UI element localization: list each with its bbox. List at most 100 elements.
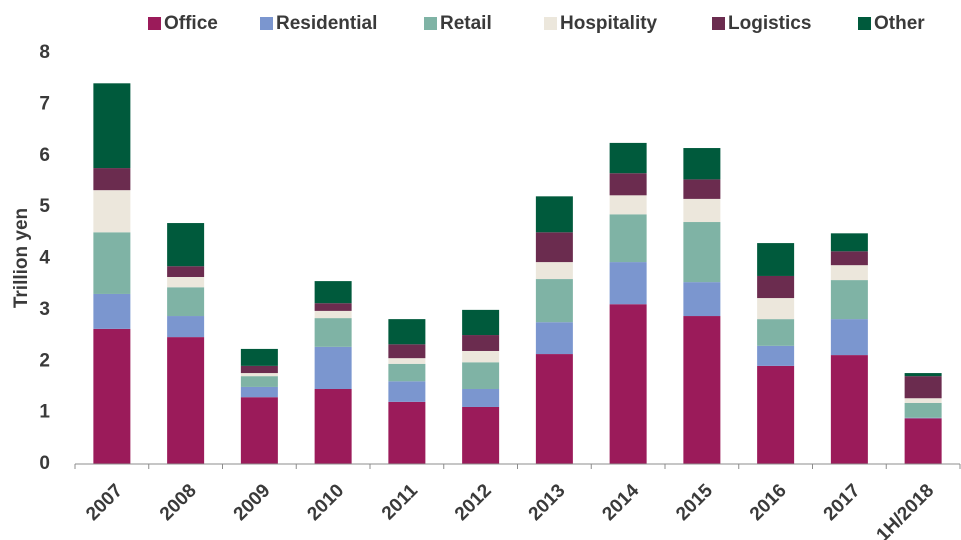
legend-label: Logistics xyxy=(728,13,811,34)
bar-segment xyxy=(93,328,131,464)
bar-segment xyxy=(683,222,721,283)
bar-segment xyxy=(757,275,795,299)
bar-segment xyxy=(314,318,352,347)
bar-segment xyxy=(314,388,352,464)
legend-swatch xyxy=(858,17,871,30)
bar-segment xyxy=(904,398,942,403)
x-tick-label: 2008 xyxy=(156,480,201,525)
x-tick-label: 2014 xyxy=(598,480,643,525)
x-tick-label: 2012 xyxy=(451,480,496,525)
bar-segment xyxy=(609,262,647,305)
y-tick-label: 7 xyxy=(39,93,50,114)
bar-segment xyxy=(683,148,721,180)
bar-segment xyxy=(609,142,647,174)
legend-label: Office xyxy=(164,13,218,34)
bar-segment xyxy=(904,418,942,464)
y-tick-label: 5 xyxy=(39,196,50,217)
bar-segment xyxy=(535,322,573,355)
y-tick-label: 3 xyxy=(39,299,50,320)
bar-segment xyxy=(609,173,647,196)
bar-segment xyxy=(535,279,573,323)
bar-segment xyxy=(683,316,721,464)
bar-segment xyxy=(388,358,426,364)
bar-segment xyxy=(167,316,205,338)
bar-segment xyxy=(240,397,278,464)
bar-segment xyxy=(240,373,278,377)
bar-segment xyxy=(757,243,795,276)
bar-segment xyxy=(240,348,278,366)
legend-swatch xyxy=(424,17,437,30)
bar-segment xyxy=(462,309,500,336)
bar-segment xyxy=(609,214,647,263)
bar-segment xyxy=(683,179,721,199)
bar-segment xyxy=(830,233,868,252)
y-tick-label: 8 xyxy=(39,42,50,63)
bar-segment xyxy=(462,406,500,464)
bar-segment xyxy=(93,168,131,191)
bar-segment xyxy=(462,388,500,407)
legend-swatch xyxy=(544,17,557,30)
legend-swatch xyxy=(148,17,161,30)
bar-segment xyxy=(904,376,942,399)
bar-segment xyxy=(93,293,131,329)
bar-segment xyxy=(683,282,721,317)
bar-segment xyxy=(830,251,868,266)
bar-segment xyxy=(462,350,500,363)
bar-segment xyxy=(167,223,205,267)
y-tick-label: 2 xyxy=(39,350,50,371)
bar-segment xyxy=(388,363,426,382)
x-tick-label: 2007 xyxy=(82,480,127,525)
bar-segment xyxy=(757,319,795,346)
bar-segment xyxy=(535,262,573,280)
bar-segment xyxy=(462,362,500,389)
x-tick-label: 2009 xyxy=(230,480,275,525)
legend-swatch xyxy=(712,17,725,30)
bar-segment xyxy=(609,304,647,464)
bar-segment xyxy=(904,417,942,419)
bar-segment xyxy=(904,373,942,377)
bar-segment xyxy=(904,402,942,418)
legend-label: Retail xyxy=(440,13,492,34)
bar-segment xyxy=(830,355,868,464)
x-tick-label: 2016 xyxy=(746,480,791,525)
legend-label: Hospitality xyxy=(560,13,658,34)
y-axis-label: Trillion yen xyxy=(11,208,32,308)
x-tick-label: 2015 xyxy=(672,480,717,525)
legend-swatch xyxy=(260,17,273,30)
x-tick-label: 2010 xyxy=(303,480,348,525)
bar-segment xyxy=(314,303,352,311)
bar-segment xyxy=(830,319,868,356)
x-tick-label: 1H/2018 xyxy=(873,480,939,540)
bar-segment xyxy=(167,276,205,288)
bar-segment xyxy=(535,354,573,464)
bar-segment xyxy=(314,310,352,319)
y-tick-label: 1 xyxy=(39,402,50,423)
bar-segment xyxy=(462,335,500,351)
bar-segment xyxy=(388,319,426,345)
bar-segment xyxy=(535,232,573,263)
x-tick-label: 2011 xyxy=(378,480,422,524)
bar-segment xyxy=(757,345,795,366)
bar-segment xyxy=(757,298,795,320)
y-tick-label: 4 xyxy=(39,248,50,269)
bar-segment xyxy=(167,287,205,317)
bar-segment xyxy=(240,376,278,387)
bar-segment xyxy=(314,346,352,389)
bar-segment xyxy=(830,280,868,320)
x-tick-label: 2017 xyxy=(820,480,865,525)
bar-segment xyxy=(240,386,278,398)
legend-label: Residential xyxy=(276,13,377,34)
bar-segment xyxy=(757,365,795,464)
bar-segment xyxy=(167,266,205,277)
bar-segment xyxy=(388,401,426,464)
y-tick-label: 0 xyxy=(39,453,50,474)
bar-segment xyxy=(830,265,868,281)
bar-segment xyxy=(93,190,131,233)
bar-segment xyxy=(93,232,131,294)
bar-segment xyxy=(683,198,721,223)
bar-segment xyxy=(314,281,352,304)
legend-label: Other xyxy=(874,13,925,34)
bar-segment xyxy=(240,365,278,374)
